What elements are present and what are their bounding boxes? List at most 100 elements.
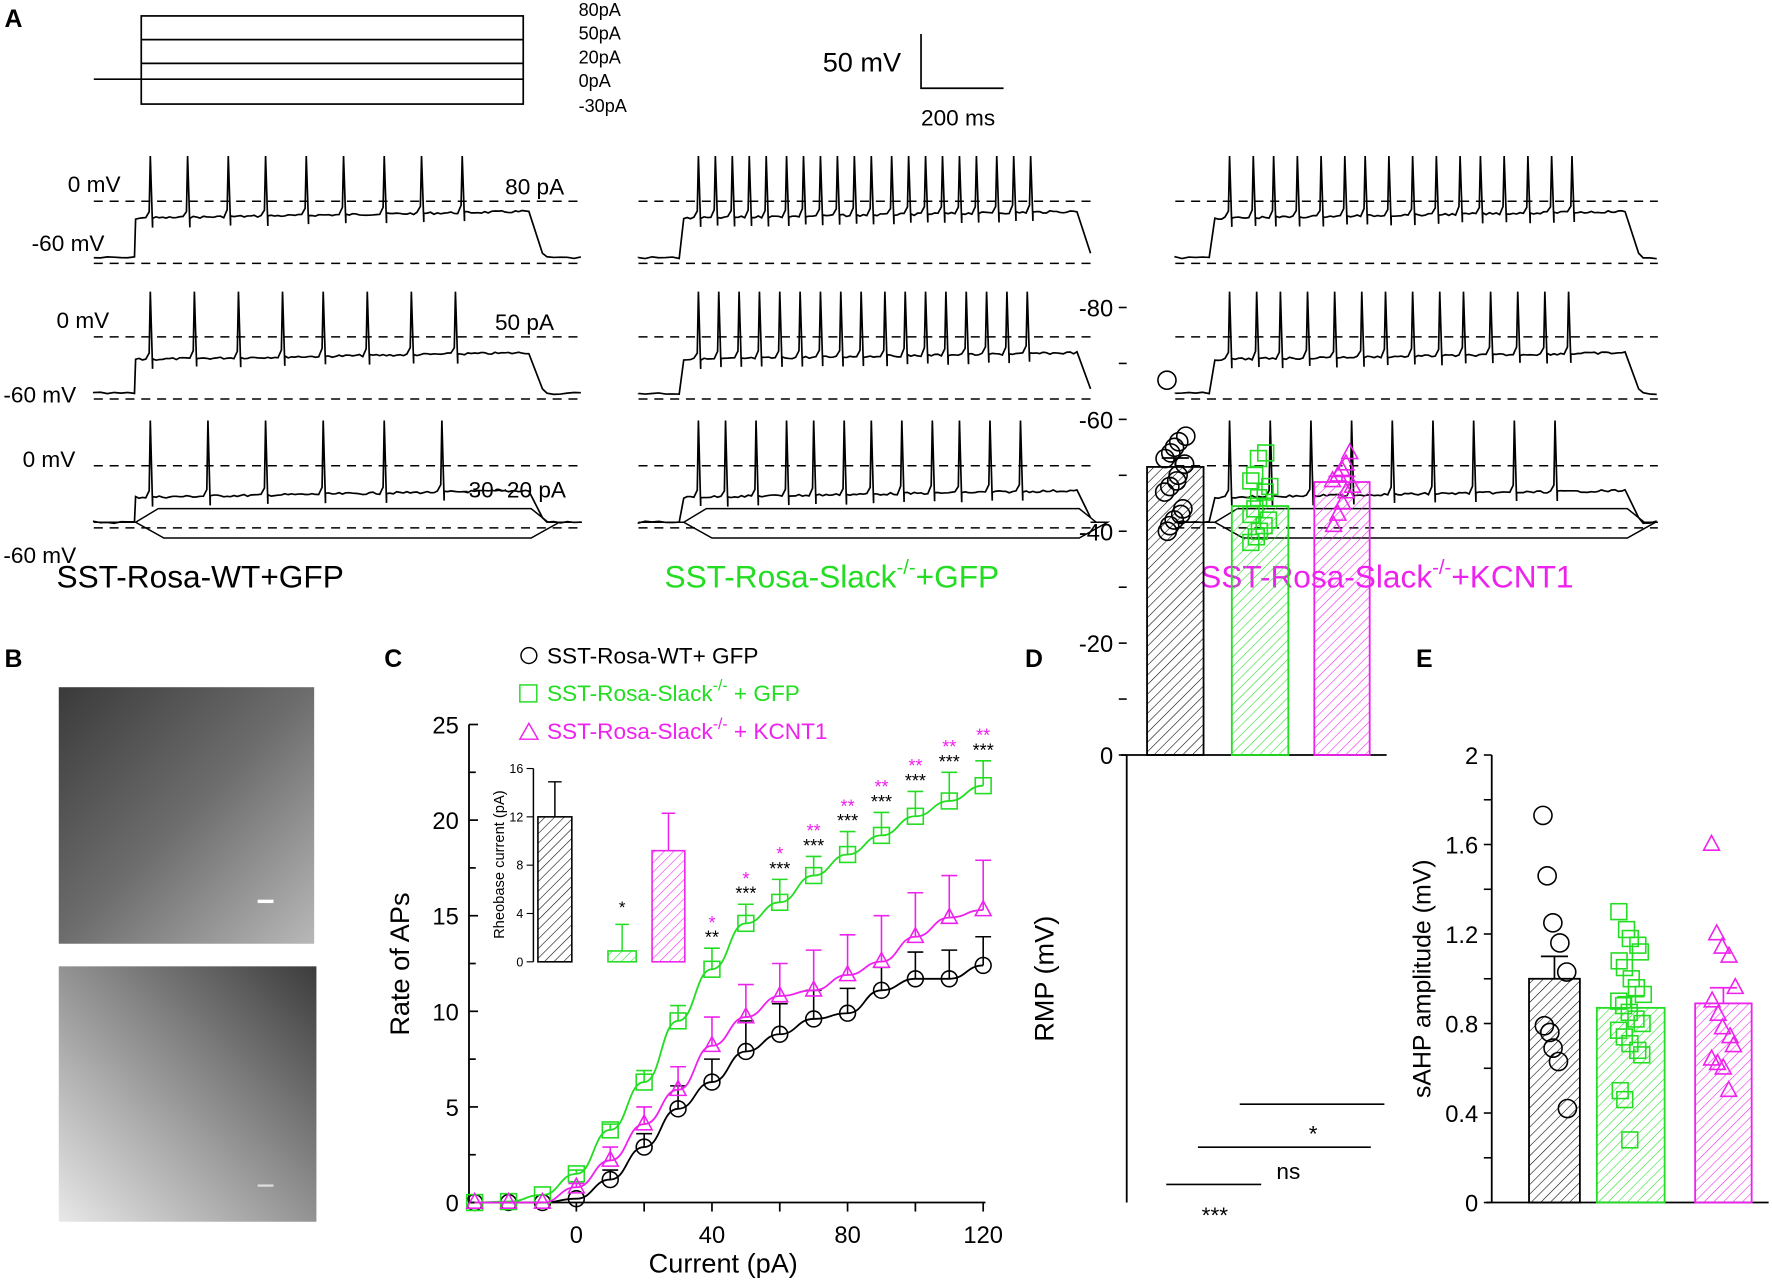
error-bar bbox=[839, 934, 856, 975]
error-bar bbox=[602, 1123, 619, 1130]
subthreshold-trace bbox=[93, 507, 583, 523]
data-point-square bbox=[737, 914, 755, 933]
data-point-triangle bbox=[1333, 492, 1352, 510]
data-point-circle bbox=[940, 970, 958, 988]
series-line bbox=[474, 964, 984, 1204]
zero-mv-label: 0 mV bbox=[57, 308, 110, 333]
y-tick-label: -40 bbox=[1079, 520, 1113, 546]
legend-entry: SST-Rosa-WT+ GFP bbox=[547, 643, 759, 668]
data-point-triangle bbox=[1713, 1017, 1732, 1035]
subthreshold-trace bbox=[638, 507, 1099, 523]
data-point-circle bbox=[1173, 499, 1193, 519]
data-point-square bbox=[974, 776, 992, 795]
data-point-circle bbox=[1548, 1051, 1569, 1072]
error-bar bbox=[873, 914, 890, 962]
error-bar bbox=[771, 962, 788, 997]
panel-label-c: C bbox=[384, 645, 402, 673]
y-tick-label: 0 bbox=[1100, 744, 1113, 770]
error-bar bbox=[1161, 457, 1189, 467]
data-point-square bbox=[1257, 444, 1275, 462]
hyperpolarized-trace bbox=[638, 521, 1111, 539]
scale-bar-voltage: 50 mV bbox=[823, 46, 901, 77]
data-point-square bbox=[601, 1121, 619, 1139]
data-point-square bbox=[804, 866, 823, 885]
stim-label: 50pA bbox=[579, 24, 622, 44]
brightfield-image bbox=[58, 687, 315, 944]
data-point-circle bbox=[804, 1010, 823, 1028]
significance-wt: *** bbox=[939, 752, 960, 772]
error-bar bbox=[1246, 497, 1274, 507]
significance-kcnt1: ** bbox=[942, 737, 956, 757]
significance-kcnt1: ** bbox=[807, 821, 821, 841]
data-point-square bbox=[1616, 1090, 1634, 1109]
significance-kcnt1: ** bbox=[908, 756, 922, 776]
voltage-trace bbox=[92, 420, 581, 525]
data-point-triangle bbox=[1328, 503, 1348, 521]
inset-significance: * bbox=[619, 898, 626, 917]
data-point-circle bbox=[1534, 1015, 1555, 1036]
data-point-square bbox=[1627, 979, 1646, 997]
data-point-square bbox=[1621, 1131, 1639, 1149]
significance-wt: *** bbox=[735, 884, 756, 904]
data-point-square bbox=[567, 1165, 586, 1183]
voltage-trace bbox=[637, 420, 1092, 525]
data-point-circle bbox=[771, 1025, 789, 1043]
data-point-triangle bbox=[1323, 470, 1342, 488]
data-point-square bbox=[1610, 992, 1628, 1010]
significance-wt: *** bbox=[905, 771, 926, 791]
error-bar bbox=[636, 1132, 653, 1148]
data-point-circle bbox=[872, 981, 891, 999]
trace-labels: 0 mV -60 mV 80 pA 0 mV -60 mV 50 pA 0 mV… bbox=[3, 172, 567, 568]
panel-label-b: B bbox=[5, 645, 23, 673]
data-point-square bbox=[872, 826, 891, 845]
data-point-triangle bbox=[1712, 936, 1732, 954]
data-point-circle bbox=[1157, 370, 1177, 391]
error-bar bbox=[941, 949, 958, 979]
significance-kcnt1: * bbox=[708, 913, 715, 933]
significance-kcnt1: ** bbox=[874, 777, 888, 797]
comparison-label: ns bbox=[1276, 1159, 1300, 1184]
data-point-square bbox=[1242, 505, 1260, 524]
data-point-square bbox=[1629, 936, 1647, 954]
error-bar bbox=[1540, 955, 1569, 979]
data-point-triangle bbox=[1340, 442, 1359, 460]
y-tick-label: 2 bbox=[1465, 744, 1478, 770]
data-point-circle bbox=[1556, 962, 1577, 982]
error-bar bbox=[805, 855, 822, 876]
bar bbox=[1595, 1006, 1666, 1204]
significance-wt: *** bbox=[871, 792, 892, 812]
data-point-square bbox=[1620, 1003, 1638, 1022]
chart-d: 0 -20 -40 -60 -80 * ns *** bbox=[1079, 297, 1387, 1228]
stimulus-protocol bbox=[93, 15, 525, 105]
significance-wt: *** bbox=[973, 740, 994, 760]
data-point-circle bbox=[601, 1170, 619, 1189]
voltage-trace bbox=[637, 291, 1092, 396]
stimulus-labels: 80pA 50pA 20pA 0pA -30pA bbox=[579, 0, 628, 116]
axes bbox=[468, 724, 986, 1204]
data-point-triangle bbox=[1702, 990, 1722, 1008]
legend-entry: SST-Rosa-Slack-/- + KCNT1 bbox=[547, 716, 828, 744]
bar bbox=[1146, 466, 1205, 756]
inset-bar bbox=[537, 816, 573, 963]
data-point-circle bbox=[1168, 465, 1188, 486]
data-point-circle bbox=[1533, 805, 1553, 826]
data-point-triangle bbox=[1719, 945, 1739, 963]
data-point-square bbox=[838, 845, 857, 864]
zero-mv-label: 0 mV bbox=[23, 447, 76, 472]
inset-y-tick-label: 12 bbox=[509, 810, 523, 824]
data-point-circle bbox=[1168, 431, 1189, 452]
chart-e: 0 0.4 0.8 1.2 1.6 2 bbox=[1445, 744, 1769, 1218]
series-line bbox=[474, 784, 984, 1204]
error-bar bbox=[975, 760, 992, 786]
data-point-square bbox=[1261, 477, 1279, 496]
data-point-triangle bbox=[1707, 923, 1726, 941]
data-point-square bbox=[1615, 1028, 1634, 1046]
error-bar bbox=[907, 951, 924, 979]
voltage-trace bbox=[92, 291, 581, 396]
data-point-triangle bbox=[1714, 1057, 1733, 1075]
error-bar bbox=[704, 1058, 720, 1083]
data-point-triangle bbox=[770, 985, 790, 1003]
data-point-circle bbox=[1543, 912, 1563, 933]
data-point-square bbox=[1259, 511, 1278, 529]
error-bar bbox=[1617, 995, 1645, 1008]
